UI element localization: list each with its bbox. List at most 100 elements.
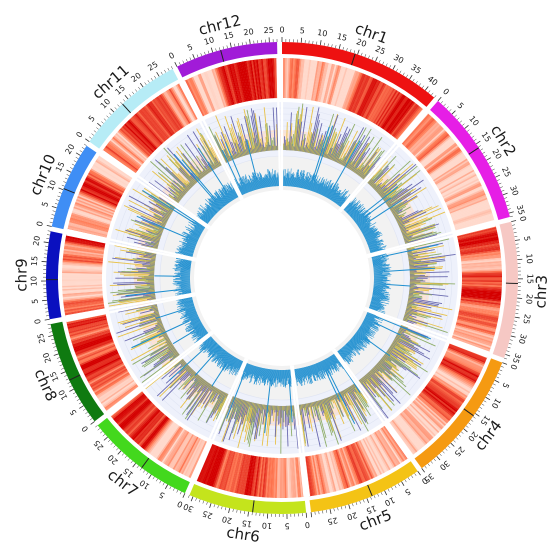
heatmap-cell: [62, 294, 103, 301]
heatmap-cell: [65, 235, 106, 245]
histogram-bar: [406, 305, 448, 316]
bar-segment: [370, 301, 387, 306]
bar-segment: [221, 187, 232, 202]
bar-segment: [260, 173, 264, 188]
heatmap-cell: [118, 398, 150, 427]
bar-segment: [315, 363, 320, 374]
bar-segment: [372, 258, 382, 261]
bar-segment: [177, 272, 191, 274]
bar-segment: [206, 342, 217, 353]
bar-segment: [370, 248, 386, 254]
heatmap-cell: [443, 356, 481, 375]
heatmap-cell: [457, 314, 498, 325]
tick-mark: [102, 433, 106, 437]
bar-segment: [364, 231, 380, 239]
bar-segment: [182, 315, 199, 324]
heatmap-cell: [172, 434, 194, 470]
heatmap-cell: [428, 381, 463, 406]
bar-segment: [366, 313, 378, 318]
bar-segment: [302, 367, 306, 379]
bar-segment: [372, 261, 387, 265]
bar-segment: [228, 186, 236, 199]
bar-segment: [300, 173, 304, 188]
bar-segment: [358, 222, 366, 228]
bar-segment: [172, 268, 191, 271]
tick-mark: [189, 57, 192, 61]
bar-segment: [342, 346, 353, 359]
heatmap-cell: [461, 257, 502, 263]
heatmap-cell: [77, 194, 116, 211]
bar-segment: [340, 348, 351, 361]
bar-segment: [366, 236, 380, 243]
heatmap-cell: [305, 456, 313, 497]
heatmap-cell: [171, 86, 193, 123]
bar-segment: [366, 314, 375, 319]
tick-mark: [504, 197, 508, 199]
bar-segment: [298, 368, 303, 386]
bar-segment: [346, 343, 355, 352]
bar-segment: [333, 354, 344, 370]
bar-segment: [326, 358, 333, 370]
bar-segment: [307, 180, 311, 190]
bar-segment: [233, 359, 241, 373]
bar-segment: [371, 299, 383, 304]
tick-mark: [182, 60, 185, 64]
bar-segment: [252, 172, 258, 190]
bar-segment: [206, 208, 215, 216]
heatmap-cell: [264, 58, 269, 99]
bar-segment: [373, 290, 389, 294]
histogram-bar: [347, 128, 372, 169]
heatmap-cell: [92, 165, 128, 188]
heatmap-cell: [148, 102, 174, 135]
bar-segment: [178, 288, 191, 290]
tick-mark: [460, 431, 464, 434]
heatmap-cell: [427, 382, 462, 408]
bar-segment: [176, 304, 194, 310]
bar-segment: [270, 369, 274, 386]
heatmap-cell: [434, 372, 470, 395]
bar-segment: [175, 266, 191, 269]
bar-segment: [247, 179, 253, 192]
tick-mark: [172, 487, 175, 491]
bar-segment: [312, 364, 319, 378]
heatmap-cell: [385, 97, 410, 132]
heatmap-cell: [290, 457, 295, 498]
bar-segment: [369, 305, 385, 311]
bar-segment: [194, 229, 202, 234]
heatmap-cell: [62, 289, 103, 295]
bar-segment: [330, 186, 339, 201]
bar-segment: [352, 207, 366, 219]
bar-segment: [205, 210, 213, 218]
bar-segment: [318, 179, 326, 194]
bar-segment: [325, 358, 332, 371]
bar-segment: [365, 315, 378, 322]
bar-segment: [362, 227, 374, 235]
heatmap-cell: [149, 421, 175, 455]
bar-segment: [176, 282, 191, 285]
histogram-bar: [315, 401, 327, 439]
bar-segment: [221, 189, 231, 203]
heatmap-cell: [373, 432, 395, 468]
bar-segment: [189, 319, 201, 326]
tick-mark: [496, 376, 500, 379]
tick-label: 10: [467, 114, 480, 128]
bar-segment: [331, 192, 337, 201]
bar-segment: [370, 246, 386, 252]
bar-segment: [331, 355, 337, 364]
tick-mark: [411, 475, 414, 479]
ideogram-chr6: [189, 484, 307, 514]
bar-segment: [372, 256, 389, 261]
bar-segment: [305, 366, 310, 384]
bar-segment: [277, 172, 279, 187]
sector-separator: [366, 219, 495, 257]
histogram-bar: [230, 116, 244, 157]
heatmap-cell: [240, 454, 250, 495]
bar-segment: [277, 369, 279, 380]
heatmap-cell: [356, 441, 375, 479]
bar-segment: [350, 339, 357, 346]
bar-segment: [360, 223, 370, 230]
bar-segment: [188, 232, 200, 238]
bar-segment: [305, 366, 310, 379]
tick-label: 5: [68, 408, 78, 417]
bar-segment: [179, 251, 193, 256]
